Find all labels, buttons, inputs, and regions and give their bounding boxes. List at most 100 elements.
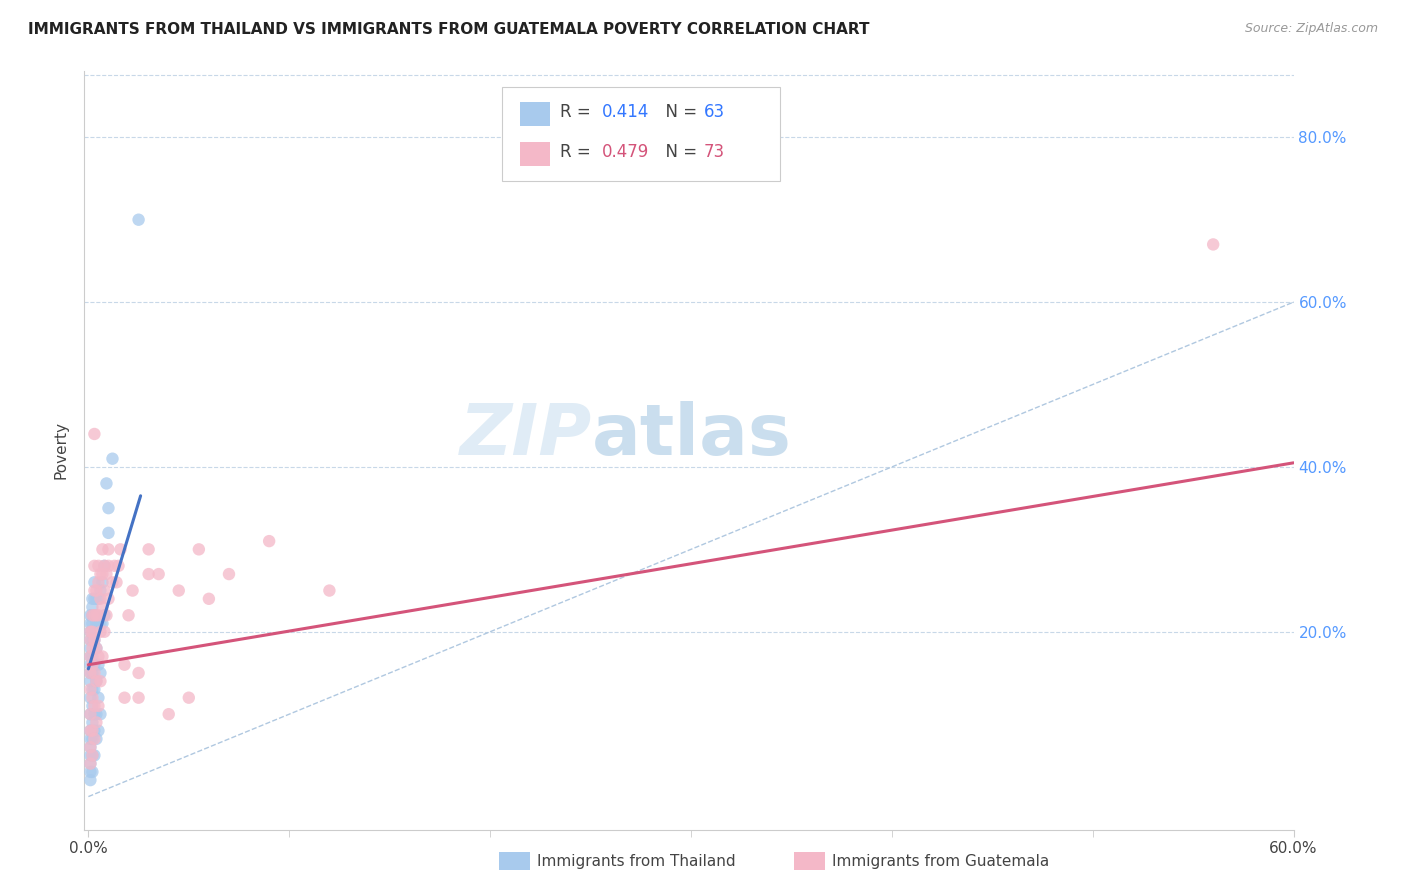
Point (86, 608, 108, 623)
Point (157, 707, 180, 722)
Point (83, 707, 105, 722)
Point (83, 558, 105, 573)
Point (83, 633, 105, 648)
Point (79, 764, 101, 779)
Text: IMMIGRANTS FROM THAILAND VS IMMIGRANTS FROM GUATEMALA POVERTY CORRELATION CHART: IMMIGRANTS FROM THAILAND VS IMMIGRANTS F… (28, 22, 870, 37)
Point (79, 608, 101, 623)
Text: Immigrants from Guatemala: Immigrants from Guatemala (832, 855, 1050, 869)
Point (114, 657, 136, 672)
Point (107, 558, 129, 573)
Point (257, 534, 280, 549)
FancyBboxPatch shape (520, 142, 550, 166)
Point (177, 690, 200, 705)
Point (83, 682, 105, 697)
Point (79, 682, 101, 697)
Point (89, 674, 111, 689)
Point (79, 748, 101, 763)
Point (91, 567, 114, 582)
Point (79, 624, 101, 639)
FancyBboxPatch shape (520, 102, 550, 126)
Point (82, 682, 104, 697)
Point (79, 756, 101, 771)
Point (87, 558, 110, 573)
Point (187, 542, 209, 557)
Point (82, 731, 104, 746)
Point (79, 649, 101, 664)
Point (89, 583, 111, 598)
Point (79, 665, 101, 680)
Point (82, 698, 104, 713)
Point (86, 583, 108, 598)
Point (83, 633, 105, 648)
Point (93, 558, 115, 573)
Point (79, 657, 101, 672)
Point (97, 542, 120, 557)
Point (82, 641, 104, 656)
Point (86, 674, 108, 689)
Point (86, 715, 108, 730)
Point (79, 740, 101, 755)
Point (218, 567, 240, 582)
Point (79, 707, 101, 722)
Point (89, 616, 111, 631)
Text: R =: R = (560, 144, 596, 161)
Text: 73: 73 (703, 144, 724, 161)
Point (79, 674, 101, 689)
Text: Source: ZipAtlas.com: Source: ZipAtlas.com (1244, 22, 1378, 36)
Point (93, 558, 115, 573)
Point (96, 567, 118, 582)
Point (83, 608, 105, 623)
Point (79, 756, 101, 771)
Point (83, 591, 105, 606)
Point (83, 665, 105, 680)
Point (82, 591, 104, 606)
Point (82, 748, 104, 763)
Point (87, 698, 110, 713)
Point (1202, 237, 1225, 252)
Point (91, 600, 114, 615)
Point (87, 649, 110, 664)
Point (79, 616, 101, 631)
Point (79, 723, 101, 738)
Text: N =: N = (655, 144, 703, 161)
Point (96, 608, 118, 623)
Point (110, 542, 132, 557)
Point (87, 608, 110, 623)
Point (82, 748, 104, 763)
Point (82, 600, 104, 615)
Point (114, 690, 136, 705)
Point (86, 641, 108, 656)
Text: 0.479: 0.479 (602, 144, 650, 161)
Point (86, 707, 108, 722)
Text: 0.414: 0.414 (602, 103, 650, 120)
Point (117, 608, 139, 623)
Point (138, 567, 160, 582)
Point (79, 633, 101, 648)
Point (198, 591, 221, 606)
Point (87, 591, 110, 606)
Point (83, 608, 105, 623)
Text: ZIP: ZIP (460, 401, 592, 470)
Point (79, 665, 101, 680)
Point (87, 657, 110, 672)
Point (121, 583, 143, 598)
Point (89, 624, 111, 639)
Point (82, 649, 104, 664)
Point (87, 723, 110, 738)
Text: atlas: atlas (592, 401, 792, 470)
Point (86, 731, 108, 746)
Point (103, 558, 125, 573)
Y-axis label: Poverty: Poverty (53, 421, 69, 480)
Point (82, 715, 104, 730)
Point (138, 542, 160, 557)
Point (91, 575, 114, 590)
Point (86, 641, 108, 656)
Point (91, 616, 114, 631)
Point (82, 608, 104, 623)
Point (79, 740, 101, 755)
Point (83, 698, 105, 713)
Point (128, 665, 150, 680)
Point (97, 501, 120, 516)
Point (97, 525, 120, 540)
Point (83, 657, 105, 672)
